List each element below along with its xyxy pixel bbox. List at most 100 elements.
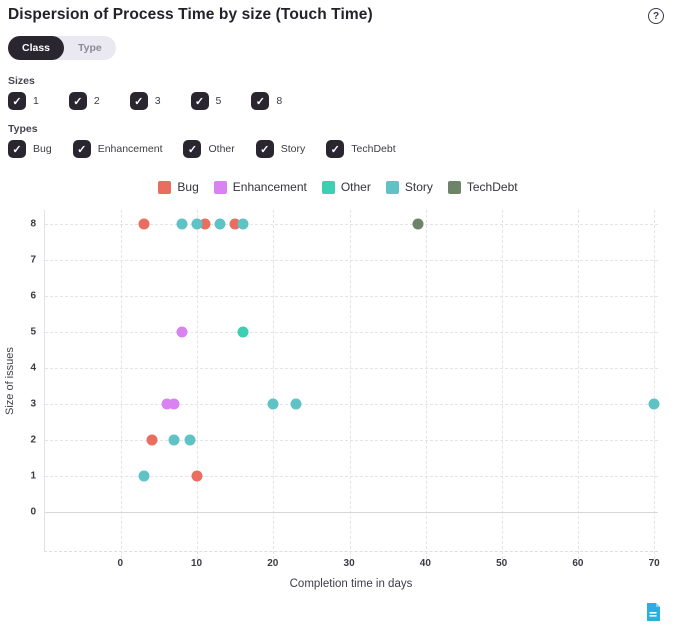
type-checkbox-enhancement[interactable]: ✓ Enhancement	[72, 140, 163, 158]
checkbox-check-icon: ✓	[8, 92, 26, 110]
checkbox-check-icon: ✓	[326, 140, 345, 158]
size-checkbox-1[interactable]: ✓ 1	[8, 92, 39, 110]
legend-item-other[interactable]: Other	[321, 180, 371, 194]
checkbox-check-icon: ✓	[68, 92, 87, 110]
data-point-story[interactable]	[237, 218, 249, 230]
legend-item-bug[interactable]: Bug	[158, 180, 199, 194]
y-axis-ticks: 0 1 2 3 4 5 6 7 8	[0, 210, 36, 552]
type-checkbox-story[interactable]: ✓ Story	[255, 140, 306, 158]
types-checkbox-row: ✓ Bug ✓ Enhancement ✓ Other ✓ Story ✓ Te…	[8, 140, 396, 158]
x-gridline	[501, 210, 503, 559]
data-point-bug[interactable]	[138, 218, 150, 230]
x-tick-label: 20	[267, 558, 279, 569]
data-point-story[interactable]	[191, 218, 203, 230]
size-checkbox-3[interactable]: ✓ 3	[129, 92, 161, 110]
data-point-story[interactable]	[267, 398, 279, 410]
data-point-story[interactable]	[168, 434, 180, 446]
x-gridline	[425, 210, 427, 559]
toggle-type[interactable]: Type	[64, 36, 116, 60]
toggle-class[interactable]: Class	[8, 36, 65, 60]
legend-swatch	[213, 180, 227, 194]
legend-label: TechDebt	[466, 180, 518, 194]
checkbox-check-icon: ✓	[251, 92, 270, 110]
data-point-story[interactable]	[290, 398, 302, 410]
legend-label: Other	[340, 180, 371, 194]
y-gridline	[45, 332, 658, 334]
checkbox-label: 2	[93, 95, 100, 107]
plot-area	[44, 210, 660, 559]
y-gridline	[45, 475, 658, 477]
checkbox-label: 5	[215, 95, 222, 107]
checkbox-check-icon: ✓	[255, 140, 274, 158]
document-icon	[647, 603, 660, 621]
y-tick-label: 1	[30, 470, 36, 482]
checkbox-check-icon: ✓	[72, 140, 91, 158]
x-tick-label: 30	[343, 558, 355, 569]
y-tick-label: 7	[30, 254, 36, 266]
size-checkbox-5[interactable]: ✓ 5	[190, 92, 222, 110]
x-tick-label: 50	[496, 558, 508, 569]
data-point-enhancement[interactable]	[176, 326, 188, 338]
y-tick-label: 6	[30, 290, 36, 302]
data-point-bug[interactable]	[191, 470, 203, 482]
y-tick-label: 4	[30, 362, 36, 374]
legend-swatch	[447, 180, 461, 194]
y-gridline	[45, 439, 658, 441]
data-point-story[interactable]	[184, 434, 196, 446]
data-point-story[interactable]	[138, 470, 150, 482]
checkbox-label: 3	[154, 95, 161, 107]
checkbox-check-icon: ✓	[8, 140, 26, 158]
data-point-enhancement[interactable]	[161, 398, 173, 410]
legend-item-techdebt[interactable]: TechDebt	[447, 180, 518, 194]
y-gridline	[45, 367, 658, 369]
legend-label: Bug	[177, 180, 199, 194]
data-point-story[interactable]	[176, 218, 188, 230]
data-point-enhancement[interactable]	[168, 398, 180, 410]
x-gridline	[121, 210, 123, 559]
legend-label: Enhancement	[232, 180, 307, 194]
x-tick-label: 40	[419, 558, 431, 569]
checkbox-check-icon: ✓	[129, 92, 148, 110]
checkbox-label: 1	[33, 95, 39, 107]
legend-label: Story	[404, 180, 433, 194]
data-point-bug[interactable]	[199, 218, 211, 230]
y-gridline	[45, 224, 658, 226]
checkbox-label: TechDebt	[351, 143, 396, 155]
checkbox-check-icon: ✓	[190, 92, 209, 110]
type-checkbox-techdebt[interactable]: ✓ TechDebt	[326, 140, 396, 158]
checkbox-label: Other	[208, 143, 235, 155]
help-icon[interactable]: ?	[648, 8, 664, 24]
x-tick-label: 10	[190, 558, 203, 569]
export-report-icon[interactable]	[645, 603, 661, 621]
checkbox-label: Enhancement	[97, 143, 163, 155]
checkbox-label: Story	[280, 143, 306, 155]
y-tick-label: 0	[30, 506, 36, 518]
x-tick-label: 0	[117, 558, 124, 569]
x-tick-label: 60	[572, 558, 584, 569]
data-point-story[interactable]	[648, 398, 660, 410]
x-tick-label: 70	[648, 558, 660, 569]
y-tick-label: 8	[30, 218, 36, 230]
data-point-bug[interactable]	[229, 218, 241, 230]
type-checkbox-bug[interactable]: ✓ Bug	[8, 140, 52, 158]
y-tick-label: 5	[30, 326, 36, 338]
data-point-story[interactable]	[214, 218, 226, 230]
y-gridline	[45, 511, 658, 513]
size-checkbox-2[interactable]: ✓ 2	[68, 92, 100, 110]
class-type-toggle: Class Type	[8, 36, 116, 60]
data-point-bug[interactable]	[146, 434, 158, 446]
data-point-techdebt[interactable]	[412, 218, 424, 230]
y-gridline	[45, 260, 658, 262]
x-axis-ticks: 0 10 20 30 40 50 60 70	[44, 558, 660, 572]
checkbox-label: 8	[276, 95, 283, 107]
checkbox-check-icon: ✓	[183, 140, 202, 158]
x-gridline	[197, 210, 199, 559]
page-title: Dispersion of Process Time by size (Touc…	[8, 6, 373, 23]
size-checkbox-8[interactable]: ✓ 8	[251, 92, 282, 110]
legend-item-story[interactable]: Story	[385, 180, 433, 194]
type-checkbox-other[interactable]: ✓ Other	[183, 140, 235, 158]
legend-item-enhancement[interactable]: Enhancement	[213, 180, 307, 194]
data-point-other[interactable]	[237, 326, 249, 338]
legend-swatch	[321, 180, 335, 194]
